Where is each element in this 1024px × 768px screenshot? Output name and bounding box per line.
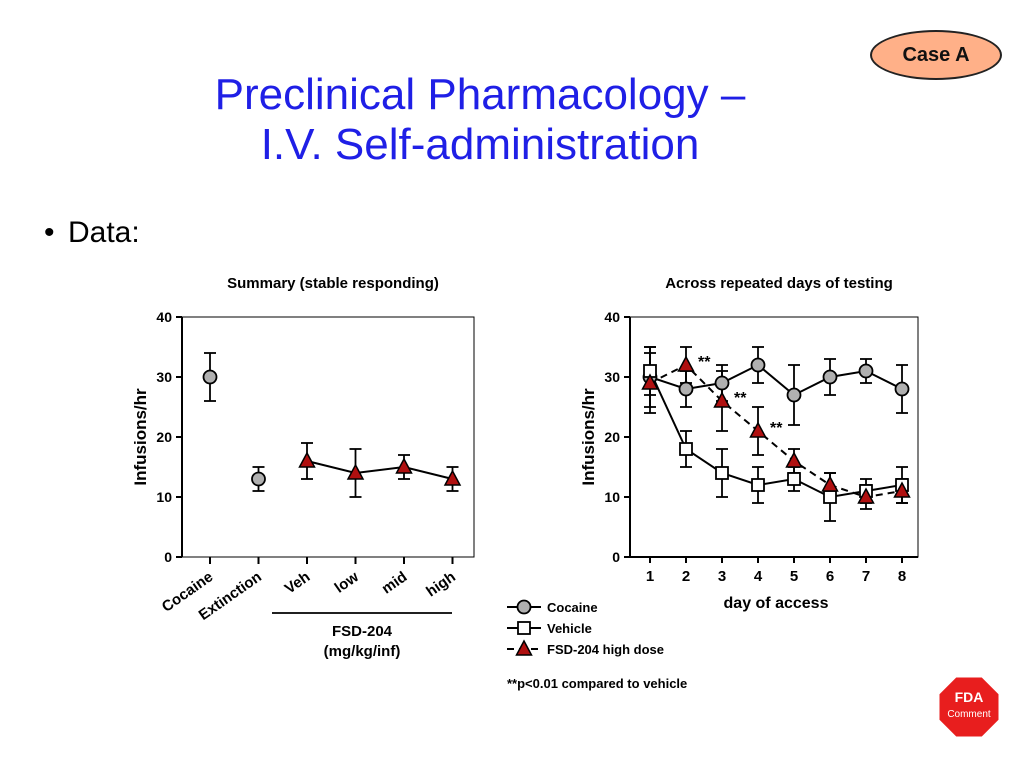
chart2-point-2-6 [857, 487, 875, 504]
chart2-annotation-2: ** [770, 420, 783, 437]
chart2-x-tick-label-5: 6 [826, 568, 834, 585]
chart2-x-tick-label-6: 7 [862, 568, 870, 585]
chart2-point-1-1 [679, 442, 693, 456]
chart2-point-0-3 [750, 357, 766, 373]
chart1-y-tick-label-2: 20 [156, 429, 172, 445]
chart2-x-axis-label: day of access [724, 595, 829, 612]
chart1-group-label-2: (mg/kg/inf) [324, 643, 401, 660]
bullet-data: • Data: [44, 216, 140, 250]
chart2-point-1-2 [715, 466, 729, 480]
fda-line-1: FDA [955, 689, 984, 705]
chart2-point-2-0 [641, 373, 659, 390]
chart1-x-tick-label-3: low [332, 568, 363, 596]
fda-line-2: Comment [947, 709, 991, 720]
chart1-y-tick-label-0: 0 [164, 549, 172, 565]
chart2-y-tick-label-4: 40 [604, 309, 620, 325]
legend-marker-0 [516, 599, 532, 615]
chart1-y-tick-label-3: 30 [156, 369, 172, 385]
chart2-frame [629, 316, 919, 558]
legend-label-0: Cocaine [547, 600, 598, 615]
chart1-y-axis-label: Infusions/hr [131, 388, 150, 486]
chart2-y-tick-label-3: 30 [604, 369, 620, 385]
slide-title: Preclinical Pharmacology – I.V. Self-adm… [0, 70, 960, 170]
chart1-point-2-2 [395, 457, 413, 474]
chart2-point-2-4 [785, 451, 803, 468]
title-line-2: I.V. Self-administration [260, 120, 700, 169]
chart1-title: Summary (stable responding) [227, 275, 439, 292]
chart2-point-2-2 [713, 391, 731, 408]
chart2-x-tick-label-2: 3 [718, 568, 726, 585]
chart2-x-tick-label-1: 2 [682, 568, 690, 585]
chart2-y-tick-label-2: 20 [604, 429, 620, 445]
chart2-annotation-1: ** [734, 390, 747, 407]
chart2-point-0-6 [858, 363, 874, 379]
chart1-frame [181, 316, 475, 558]
chart1-point-2-3 [443, 469, 462, 486]
title-line-1: Preclinical Pharmacology – [214, 70, 746, 119]
chart2-y-tick-label-0: 0 [612, 549, 620, 565]
chart2-point-2-1 [677, 355, 695, 372]
legend-label-1: Vehicle [547, 621, 592, 636]
chart1-x-tick-label-4: mid [379, 568, 411, 597]
fda-octagon [938, 676, 1000, 738]
chart2-point-0-1 [678, 381, 694, 397]
chart2-point-1-5 [823, 490, 837, 504]
chart1-point-2-0 [298, 451, 316, 468]
chart1-series-line-2 [306, 460, 453, 480]
chart2-annotation-0: ** [698, 354, 711, 371]
fda-comment-icon: FDA Comment [938, 676, 1000, 738]
chart1-point-0-0 [202, 369, 218, 385]
legend-marker-1 [517, 621, 531, 635]
chart1-x-tick-label-5: high [423, 568, 459, 600]
chart2-point-1-3 [751, 478, 765, 492]
chart2-point-2-7 [893, 481, 911, 498]
legend-marker-2 [515, 639, 533, 656]
chart2-point-0-2 [714, 375, 730, 391]
chart1-y-tick-label-4: 40 [156, 309, 172, 325]
chart2-point-0-4 [786, 387, 802, 403]
chart2-y-axis-label: Infusions/hr [579, 388, 598, 486]
chart2-point-2-3 [749, 421, 767, 438]
bullet-text: Data: [68, 216, 140, 249]
chart2-title: Across repeated days of testing [665, 275, 893, 292]
chart1-y-tick-label-1: 10 [156, 489, 172, 505]
chart2-y-tick-label-1: 10 [604, 489, 620, 505]
footnote: **p<0.01 compared to vehicle [507, 676, 687, 691]
chart2-point-0-7 [894, 381, 910, 397]
chart2-x-tick-label-4: 5 [790, 568, 798, 585]
chart2-x-tick-label-7: 8 [898, 568, 906, 585]
bullet-dot-icon: • [44, 216, 55, 249]
chart1-point-2-1 [346, 463, 365, 480]
chart1-point-1-0 [251, 471, 266, 487]
chart2-x-tick-label-0: 1 [646, 568, 654, 585]
legend-label-2: FSD-204 high dose [547, 642, 664, 657]
chart2-x-tick-label-3: 4 [754, 568, 763, 585]
chart1-group-label-1: FSD-204 [332, 623, 393, 640]
chart1-x-tick-label-2: Veh [282, 568, 314, 597]
chart2-point-0-5 [822, 369, 838, 385]
case-badge: Case A [870, 30, 1002, 80]
chart2-point-2-5 [821, 475, 839, 492]
chart2-point-1-4 [787, 472, 801, 486]
